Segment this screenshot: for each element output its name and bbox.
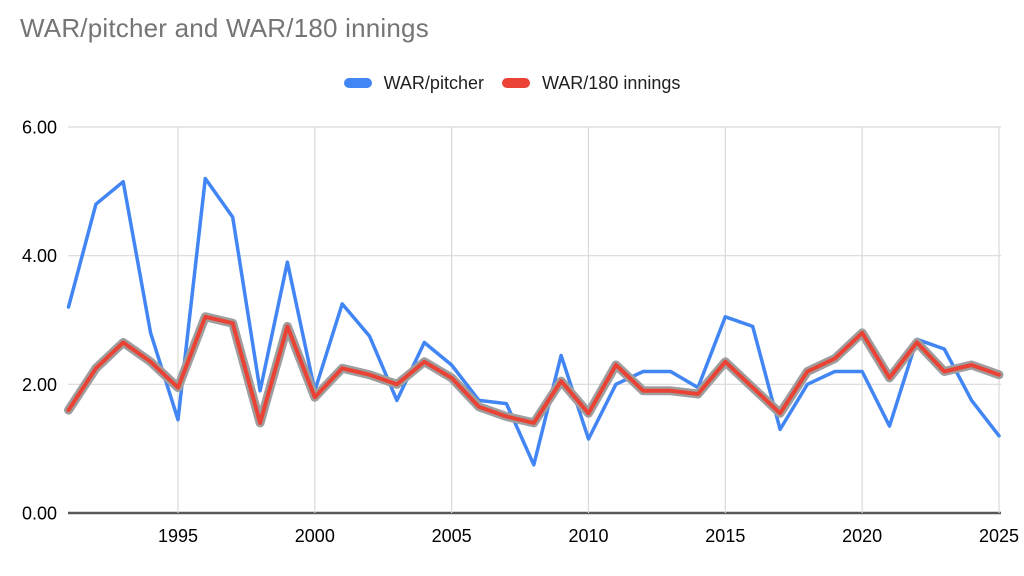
x-tick-label: 2015 (705, 526, 745, 546)
legend-label-war-180-innings: WAR/180 innings (541, 73, 681, 93)
x-tick-label: 2020 (842, 526, 882, 546)
y-tick-label: 0.00 (22, 504, 57, 524)
x-tick-label: 2005 (432, 526, 472, 546)
legend-label-war-pitcher: WAR/pitcher (383, 73, 484, 93)
war-pitcher-line (66, 176, 1001, 467)
legend-item-war-180-innings: WAR/180 innings (501, 73, 681, 93)
legend-swatch-war-180-innings-icon (501, 78, 530, 88)
war-180-innings-line (66, 314, 1001, 425)
x-tick-label: 2025 (979, 526, 1019, 546)
y-tick-label: 2.00 (22, 375, 57, 395)
y-tick-label: 4.00 (22, 246, 57, 266)
x-tick-label: 2010 (568, 526, 608, 546)
x-tick-label: 1995 (158, 526, 198, 546)
legend: WAR/pitcher WAR/180 innings (0, 71, 1024, 95)
y-tick-label: 6.00 (22, 118, 57, 138)
x-tick-label: 2000 (295, 526, 335, 546)
legend-swatch-war-pitcher-icon (343, 78, 372, 88)
chart-title: WAR/pitcher and WAR/180 innings (20, 13, 429, 43)
legend-item-war-pitcher: WAR/pitcher (343, 73, 484, 93)
